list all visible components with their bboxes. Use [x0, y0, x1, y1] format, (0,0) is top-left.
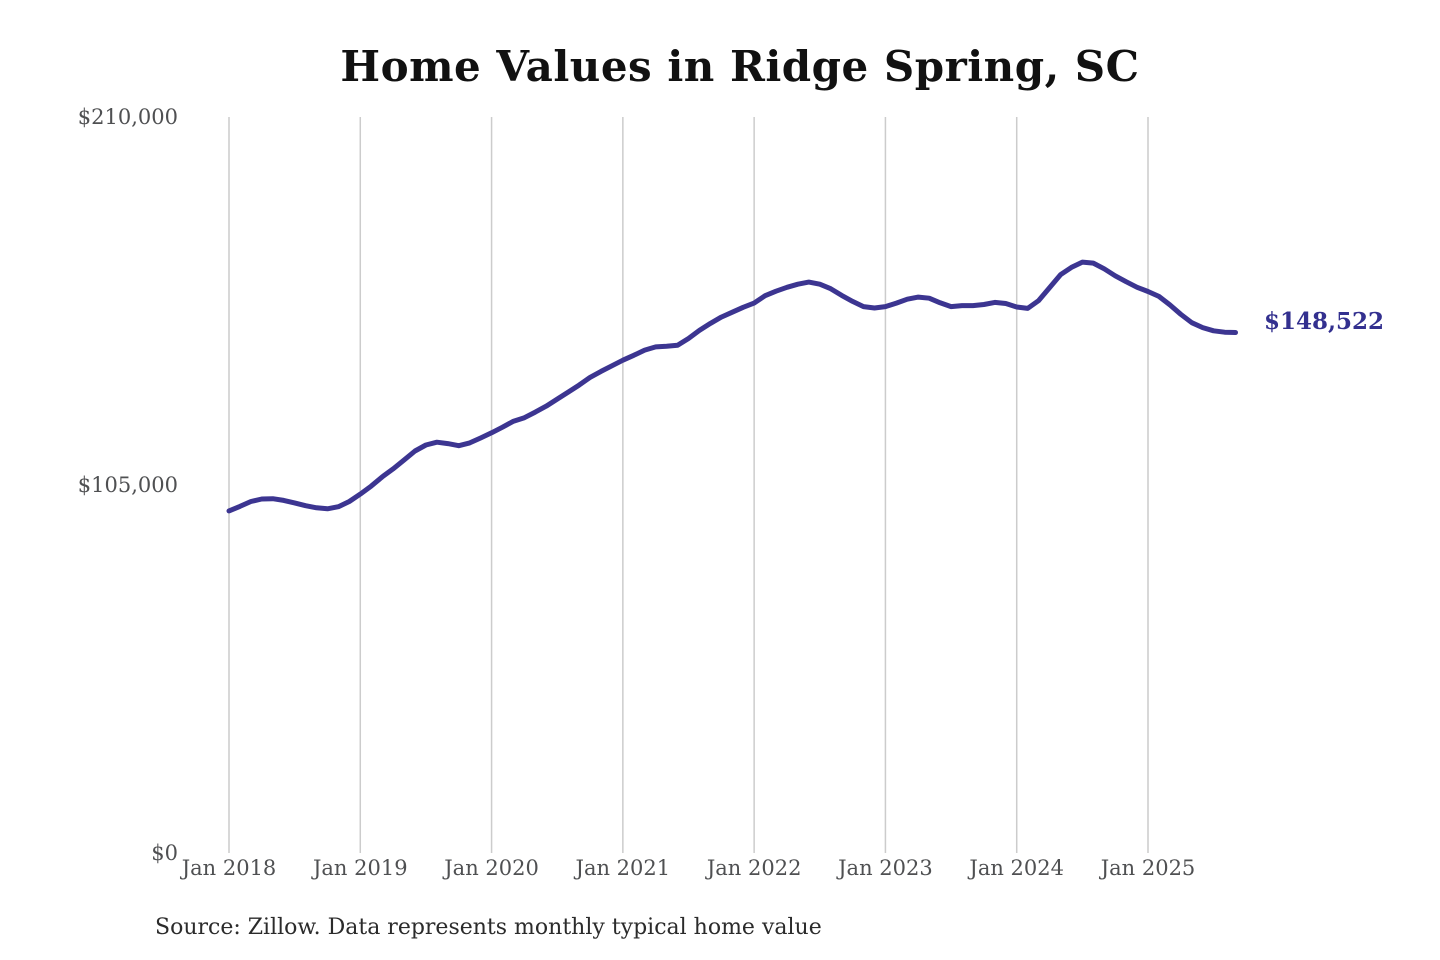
y-axis-label-105000: $105,000	[77, 473, 178, 497]
x-axis-label: Jan 2018	[181, 856, 277, 880]
y-axis-label-210000: $210,000	[77, 105, 178, 129]
x-axis-label: Jan 2022	[706, 856, 802, 880]
source-note: Source: Zillow. Data represents monthly …	[155, 915, 822, 940]
x-axis-label: Jan 2024	[969, 856, 1064, 880]
gridlines	[228, 117, 1149, 853]
x-axis-label: Jan 2021	[575, 856, 671, 880]
chart-title: Home Values in Ridge Spring, SC	[340, 42, 1140, 91]
x-axis-label: Jan 2020	[444, 856, 539, 880]
y-axis-label-0: $0	[151, 841, 178, 865]
x-axis-label: Jan 2025	[1100, 856, 1196, 880]
home-value-line	[226, 259, 1238, 514]
x-axis-label: Jan 2019	[312, 856, 408, 880]
latest-value-label: $148,522	[1264, 308, 1385, 335]
x-axis-label: Jan 2023	[838, 856, 933, 880]
